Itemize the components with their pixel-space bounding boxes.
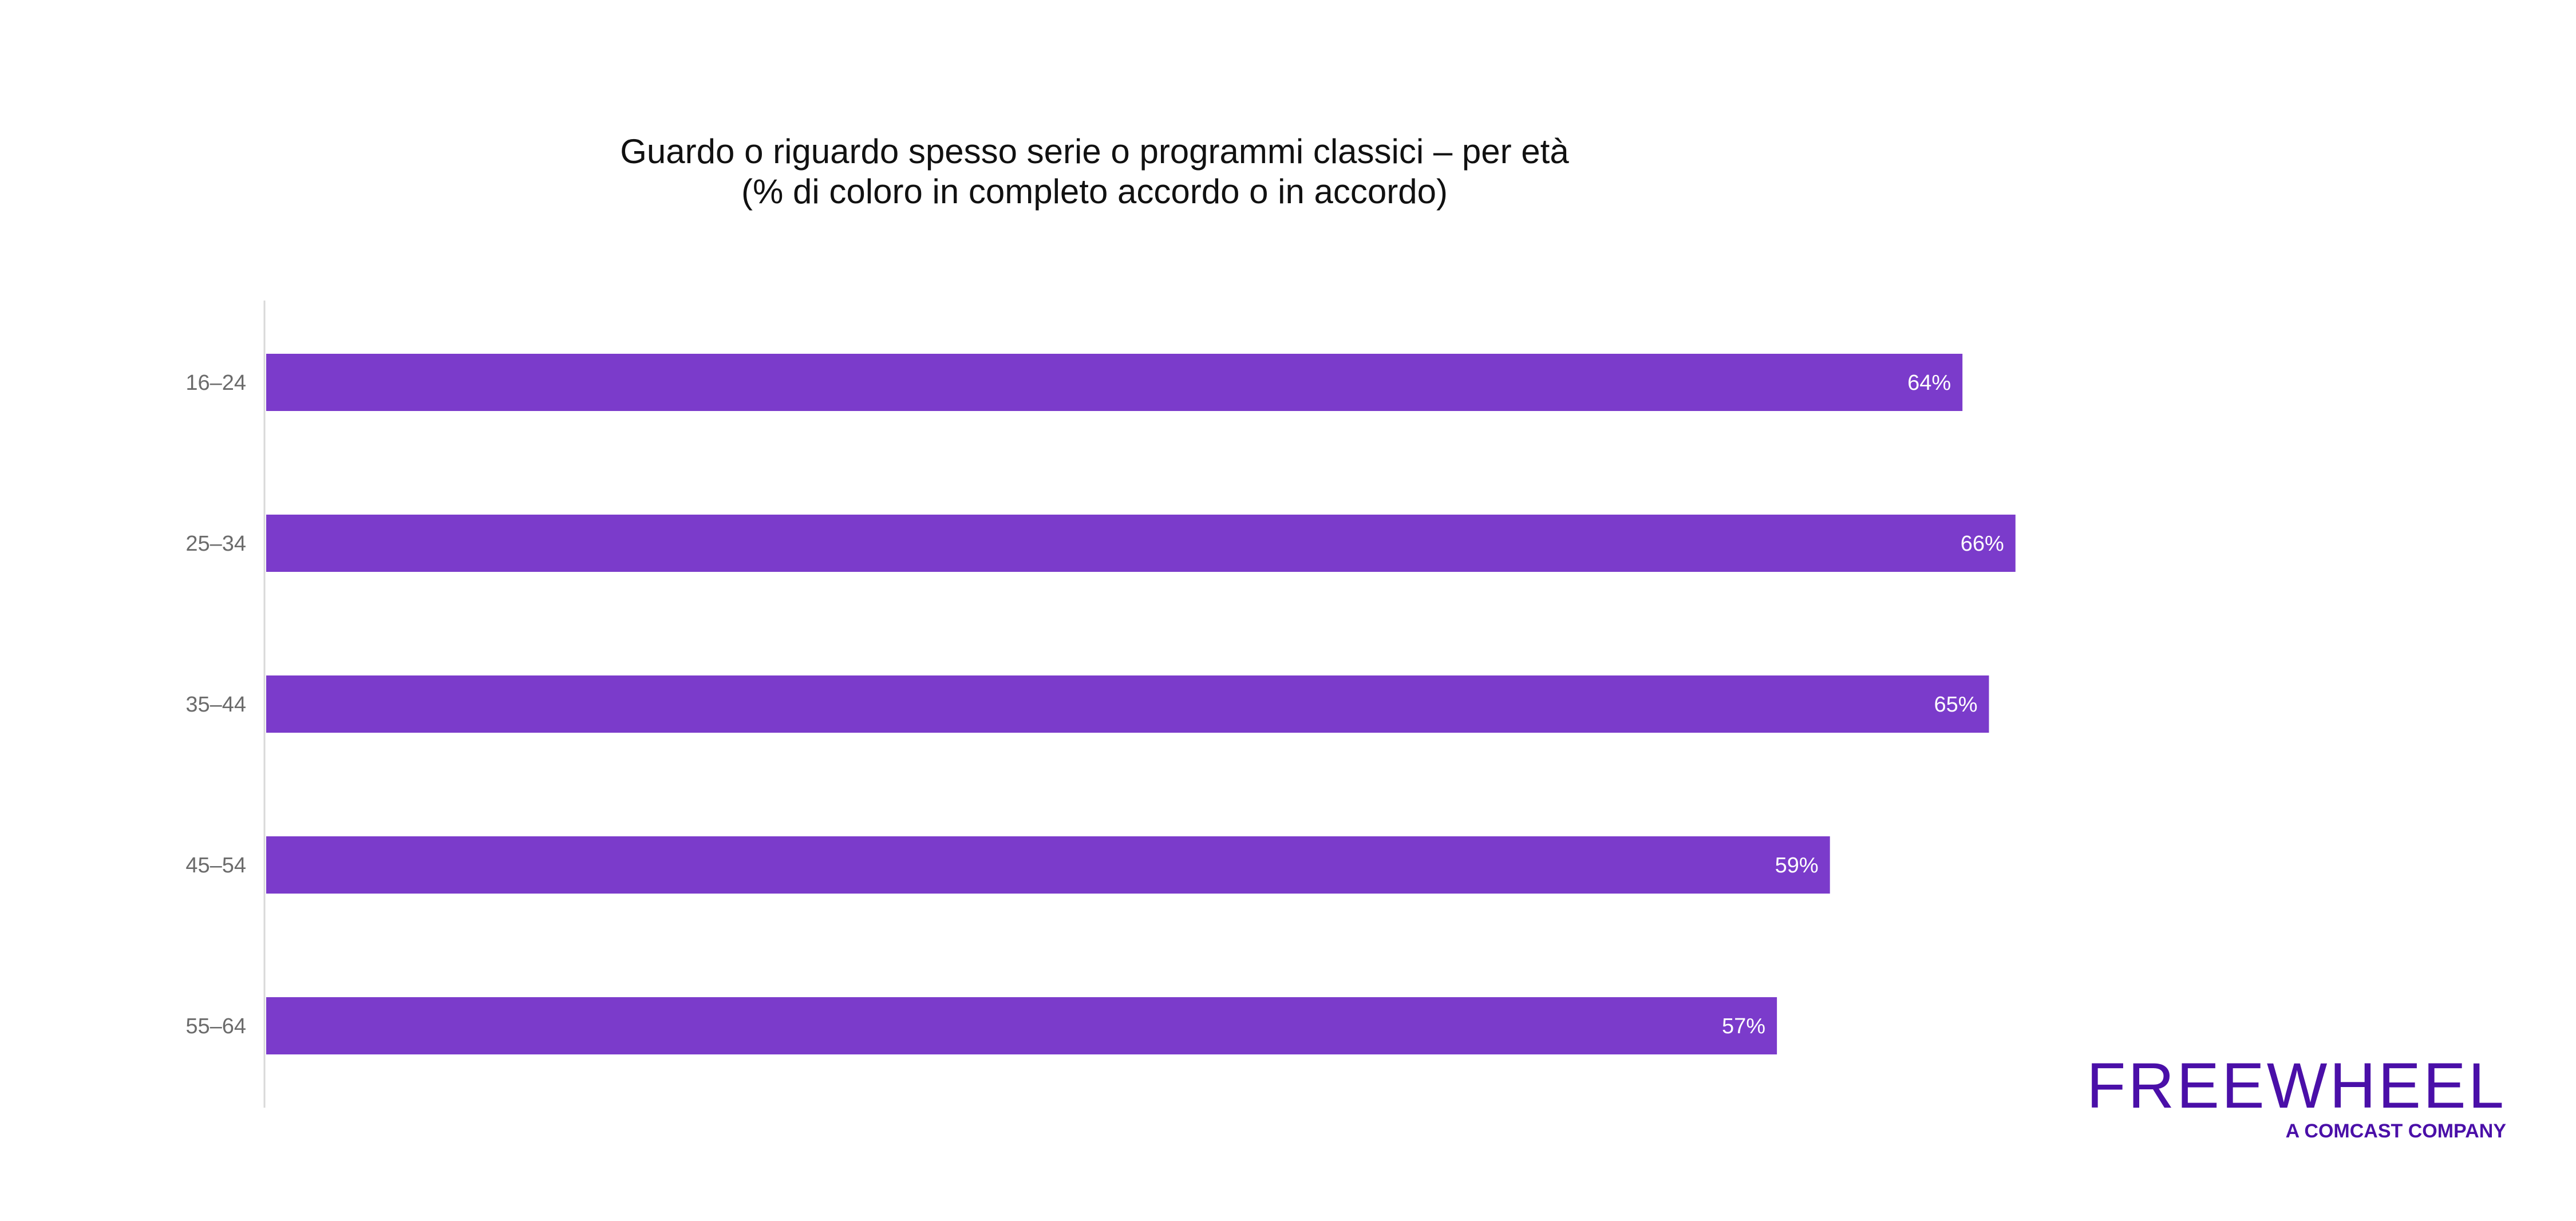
bar-45–54 [266,836,1830,894]
category-label: 45–54 [185,853,246,878]
value-label: 57% [1722,1014,1765,1038]
logo-tagline: A COMCAST COMPANY [2286,1120,2507,1142]
category-label: 55–64 [185,1014,246,1038]
chart-title: Guardo o riguardo spesso serie o program… [620,132,1569,171]
logo-wordmark: FREEWHEEL [2087,1050,2506,1121]
category-label: 16–24 [185,371,246,395]
bar-35–44 [266,675,1989,733]
freewheel-logo: FREEWHEEL A COMCAST COMPANY [2087,1050,2506,1142]
value-label: 66% [1961,532,2004,556]
bar-25–34 [266,515,2016,572]
category-label: 25–34 [185,532,246,556]
value-label: 65% [1934,693,1977,717]
value-label: 64% [1907,371,1951,395]
bars-group: 16–24 64% 25–34 66% 35–44 65% 45–54 59% 55–64 57% [185,354,2016,1054]
chart-subtitle: (% di coloro in completo accordo o in ac… [741,172,1448,211]
value-label: 59% [1775,853,1819,878]
bar-16–24 [266,354,1963,411]
bar-55–64 [266,997,1777,1054]
category-label: 35–44 [185,693,246,717]
